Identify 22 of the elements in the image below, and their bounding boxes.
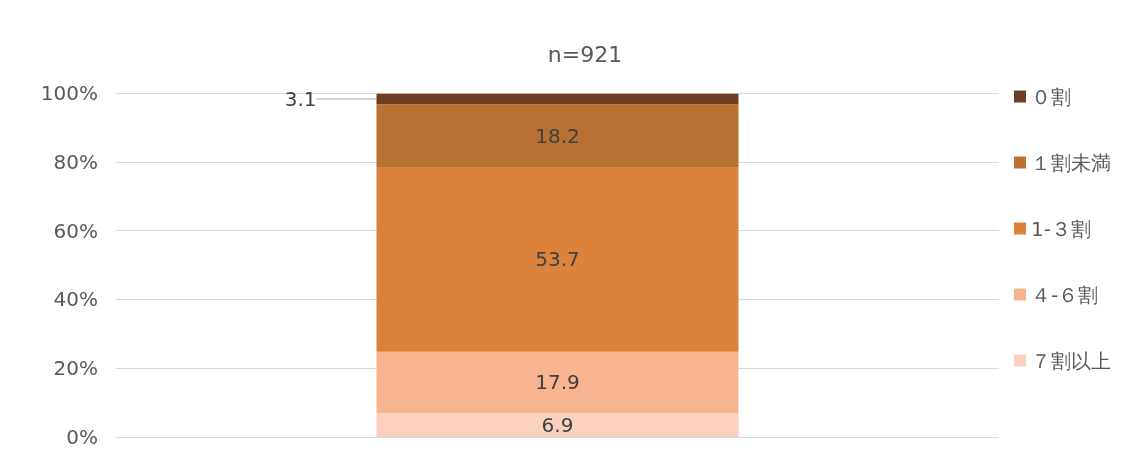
bar: [376, 166, 739, 352]
y-tick-label: 60%: [53, 218, 98, 243]
legend-label: 1-３割: [1031, 216, 1091, 241]
legend-label: ０割: [1031, 84, 1071, 109]
legend-label: ７割以上: [1031, 348, 1111, 373]
bar: [376, 413, 739, 437]
data-label: 17.9: [535, 370, 580, 395]
chart-title: n=921: [547, 41, 623, 67]
legend-label: ４-６割: [1031, 282, 1099, 307]
data-label: 18.2: [535, 123, 580, 148]
legend-label: １割未満: [1031, 150, 1111, 175]
y-tick-label: 0%: [66, 425, 98, 449]
data-label: 6.9: [541, 413, 574, 438]
y-tick-label: 40%: [53, 287, 98, 312]
y-tick-label: 80%: [53, 149, 98, 174]
bar: [376, 351, 739, 414]
y-tick-label: 100%: [40, 81, 98, 105]
bar: [376, 93, 739, 105]
data-label: 53.7: [535, 247, 580, 272]
data-label: 3.1: [284, 87, 317, 112]
y-tick-label: 20%: [53, 356, 98, 381]
bar: [376, 104, 739, 167]
